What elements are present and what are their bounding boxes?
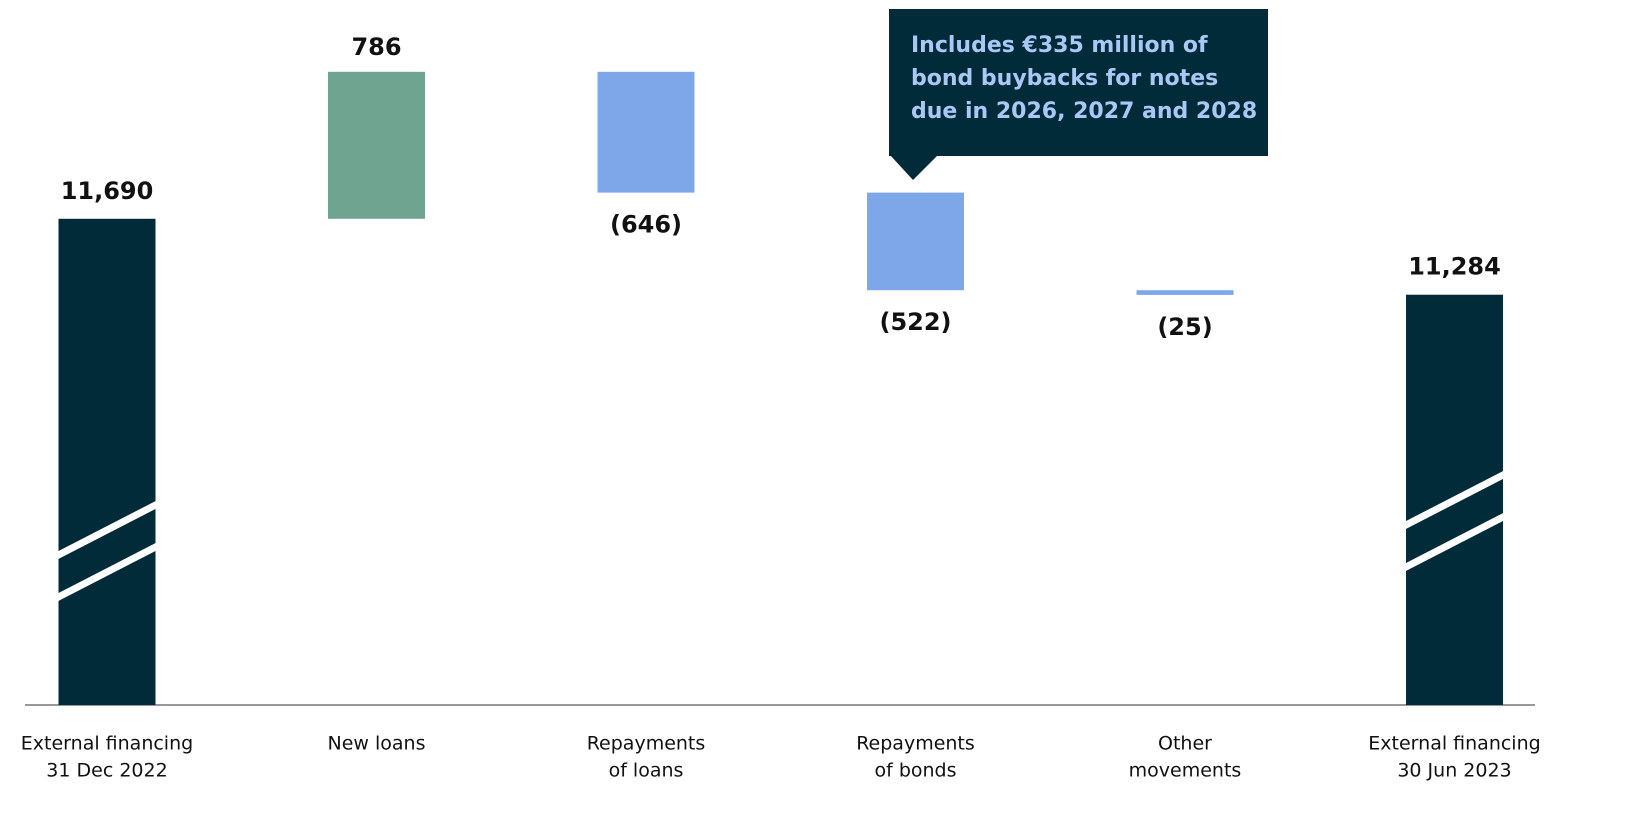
- x-tick-label: of loans: [609, 760, 684, 782]
- annotation: [889, 9, 1268, 180]
- bar: [867, 192, 964, 291]
- annotation-pointer: [890, 155, 938, 180]
- x-tick-label: 31 Dec 2022: [46, 760, 167, 782]
- x-tick-label: movements: [1129, 760, 1242, 782]
- x-tick-label: Repayments: [587, 733, 706, 755]
- annotation-text: due in 2026, 2027 and 2028: [911, 99, 1257, 124]
- x-tick-label: External financing: [21, 733, 193, 755]
- x-tick-label: New loans: [328, 733, 426, 755]
- value-label: (25): [1157, 313, 1212, 341]
- x-tick-label: External financing: [1368, 733, 1540, 755]
- axis-break: [54, 542, 160, 602]
- axis-break: [1402, 512, 1507, 572]
- bar: [328, 71, 425, 219]
- x-tick-label: of bonds: [874, 760, 956, 782]
- value-label: 786: [351, 33, 401, 61]
- x-tick-label: Repayments: [856, 733, 975, 755]
- x-tick-label: 30 Jun 2023: [1397, 760, 1511, 782]
- bar: [1136, 290, 1234, 295]
- axis-break: [1402, 470, 1507, 530]
- axis-break: [54, 500, 160, 560]
- value-label: 11,690: [61, 177, 154, 205]
- annotation-box: [889, 9, 1268, 156]
- value-label: (646): [610, 211, 682, 239]
- bar: [597, 71, 695, 193]
- value-label: (522): [879, 308, 951, 336]
- annotation-text: Includes €335 million of: [911, 33, 1208, 58]
- bar: [58, 218, 156, 706]
- x-tick-label: Other: [1158, 733, 1212, 755]
- annotation-text: bond buybacks for notes: [911, 66, 1218, 91]
- value-label: 11,284: [1408, 253, 1501, 281]
